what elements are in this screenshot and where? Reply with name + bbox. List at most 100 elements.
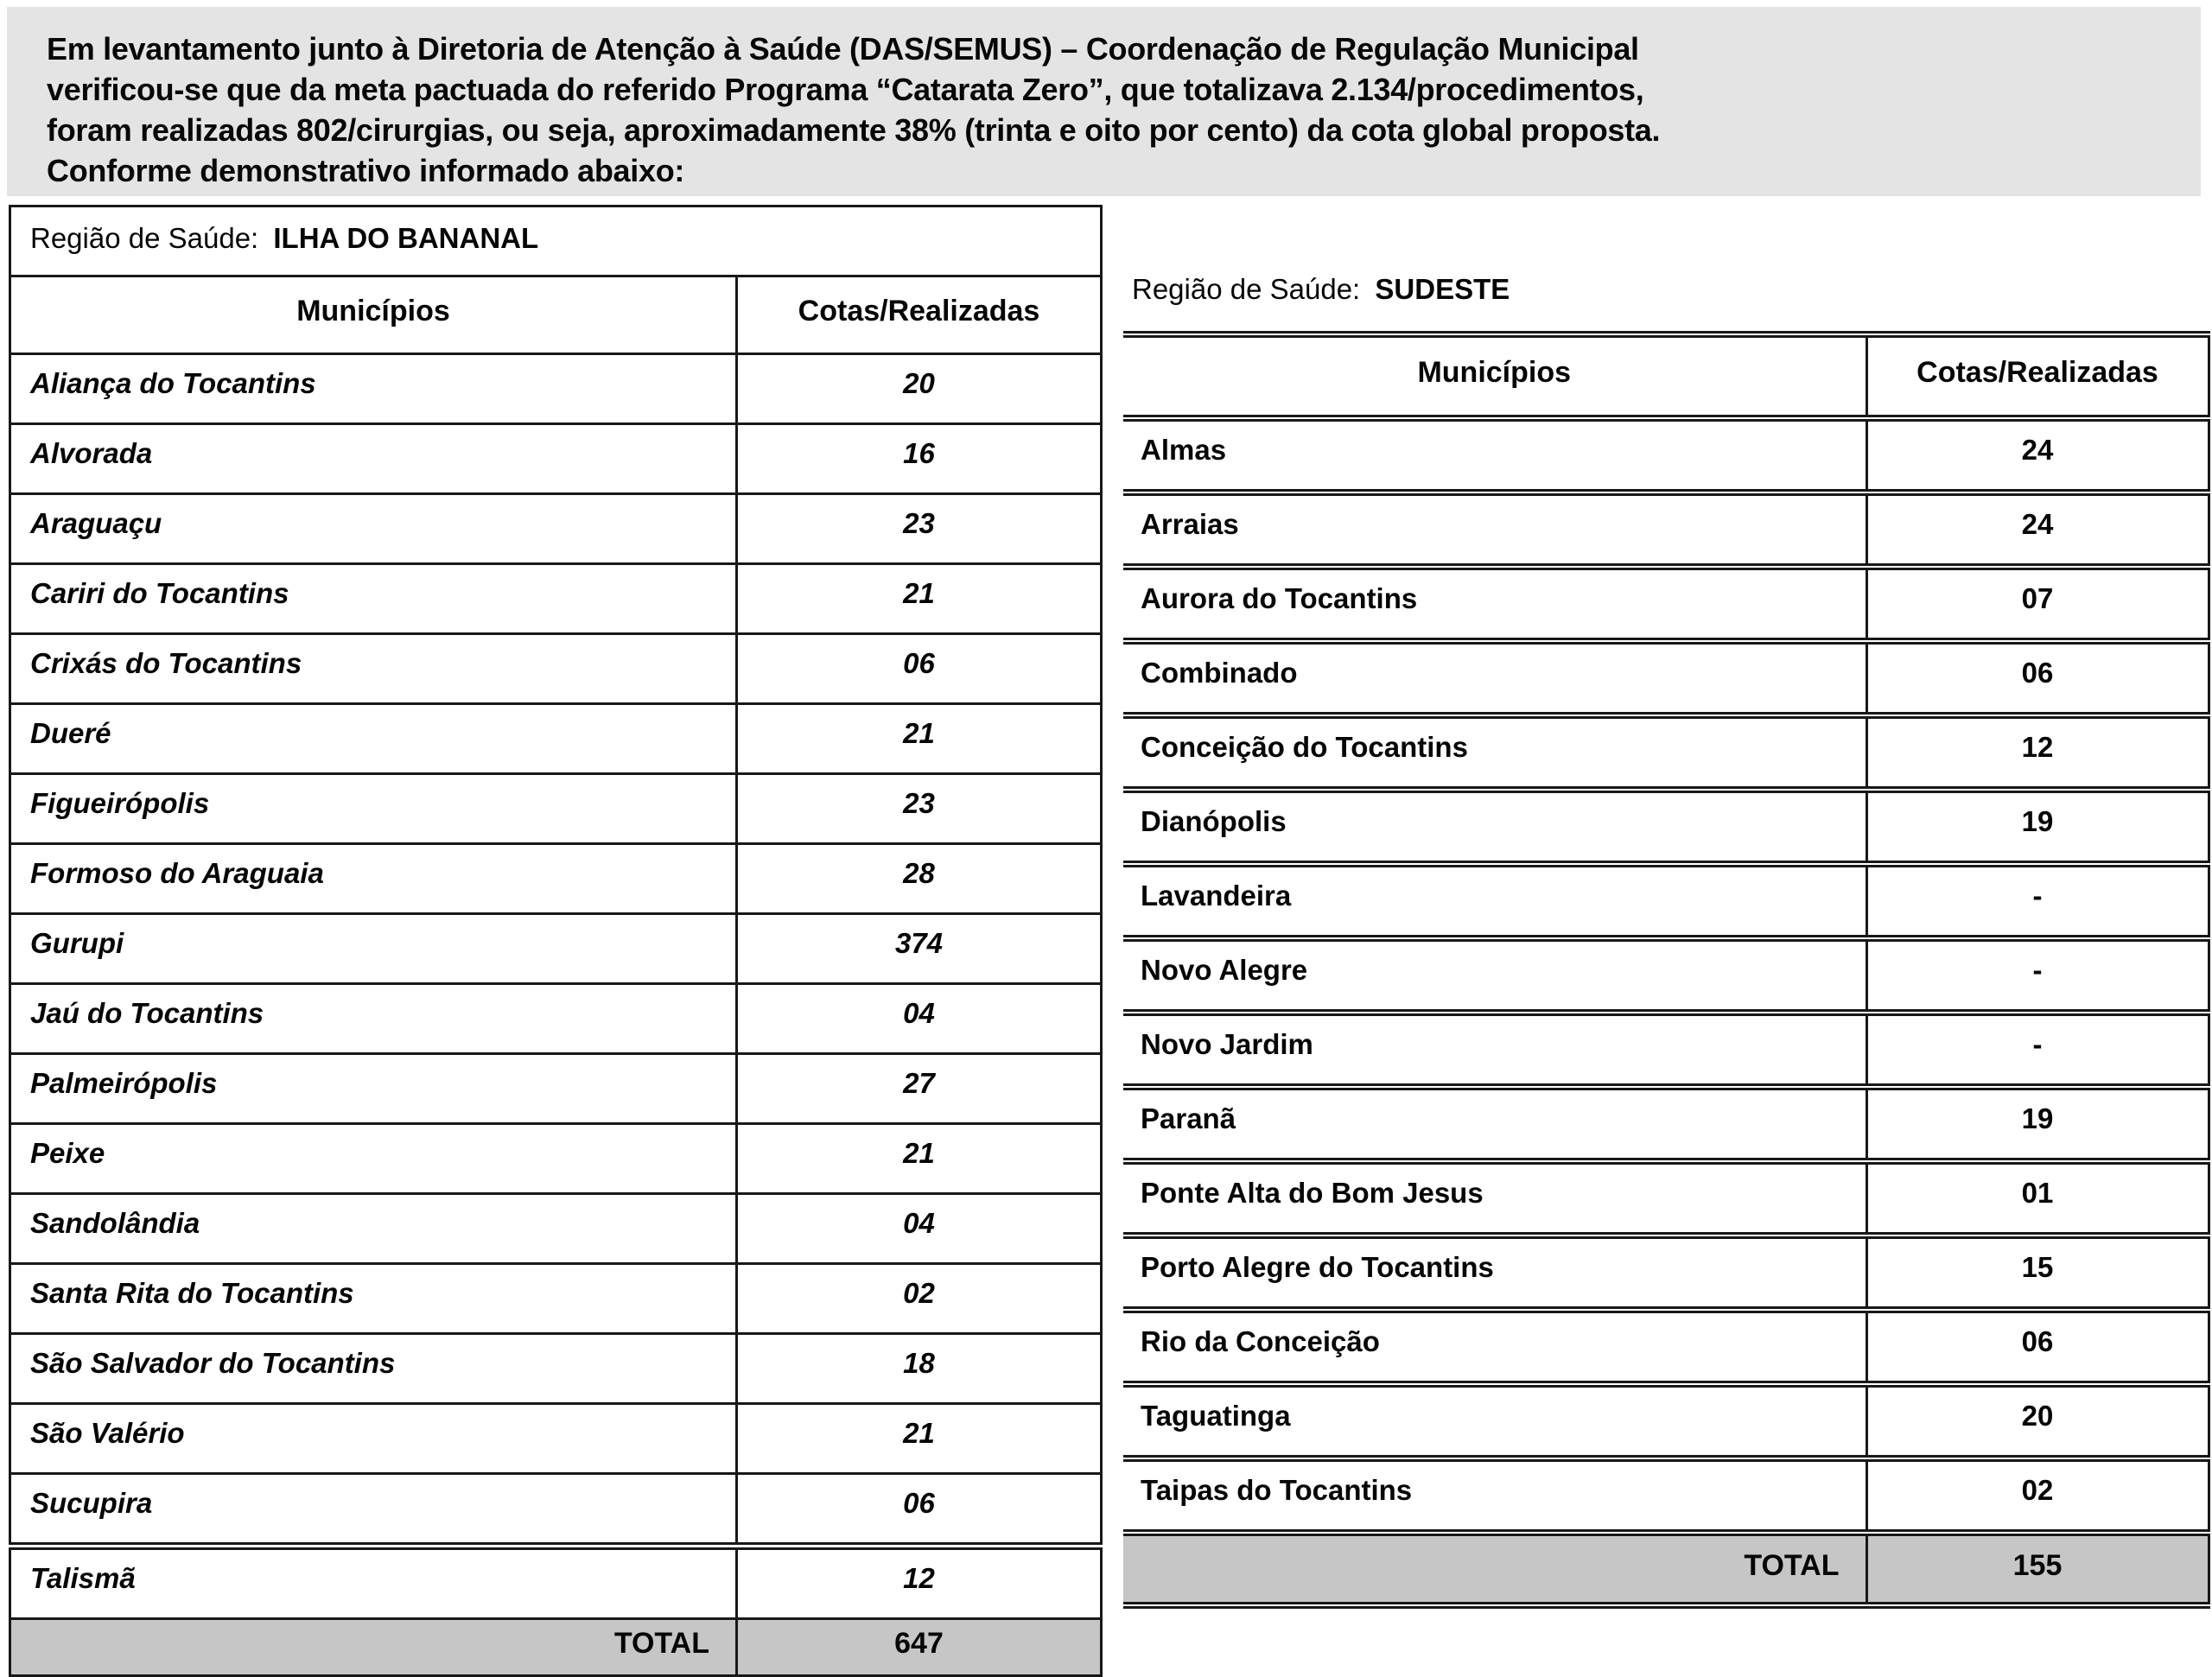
municipality-cell: Novo Jardim <box>1123 1009 1868 1090</box>
quota-cell: 02 <box>1866 1455 2210 1536</box>
total-label: TOTAL <box>1123 1529 1868 1609</box>
quota-cell: 20 <box>1866 1381 2210 1462</box>
quota-cell: 04 <box>734 982 1103 1055</box>
table-row: Aliança do Tocantins 20 <box>9 353 1103 425</box>
total-label: TOTAL <box>9 1617 738 1677</box>
municipality-cell: Novo Alegre <box>1123 935 1868 1016</box>
municipality-cell: Dianópolis <box>1123 786 1868 867</box>
municipality-cell: Sandolândia <box>9 1192 738 1265</box>
municipality-cell: Lavandeira <box>1123 861 1868 942</box>
municipality-cell: Taguatinga <box>1123 1381 1868 1462</box>
municipality-cell: Formoso do Araguaia <box>9 842 738 915</box>
quota-cell: 21 <box>734 702 1103 775</box>
region-label: Região de Saúde: <box>30 222 259 254</box>
table-row: Gurupi 374 <box>9 912 1103 985</box>
municipality-cell: Porto Alegre do Tocantins <box>1123 1232 1868 1313</box>
table-row: Combinado 06 <box>1123 638 2210 719</box>
quota-cell: 24 <box>1866 415 2210 496</box>
municipality-cell: Paranã <box>1123 1083 1868 1165</box>
table-row: Jaú do Tocantins 04 <box>9 982 1103 1055</box>
intro-line: verificou-se que da meta pactuada do ref… <box>47 72 1644 107</box>
region-title: Região de Saúde: SUDESTE <box>1132 273 2169 306</box>
intro-paragraph: Em levantamento junto à Diretoria de Ate… <box>7 7 2201 191</box>
quota-cell: 27 <box>734 1052 1103 1125</box>
quota-cell: 06 <box>734 1472 1103 1547</box>
quota-cell: 07 <box>1866 563 2210 645</box>
municipality-cell: Palmeirópolis <box>9 1052 738 1125</box>
quota-cell: 28 <box>734 842 1103 915</box>
column-header-cotas: Cotas/Realizadas <box>1866 331 2210 422</box>
table-row: Lavandeira - <box>1123 861 2210 942</box>
table-row: Arraias 24 <box>1123 489 2210 570</box>
table-row: Santa Rita do Tocantins 02 <box>9 1262 1103 1335</box>
quota-cell: 06 <box>1866 638 2210 719</box>
quota-cell: - <box>1866 1009 2210 1090</box>
municipality-cell: Talismã <box>9 1542 738 1620</box>
table-row: Sandolândia 04 <box>9 1192 1103 1265</box>
quota-cell: 23 <box>734 492 1103 565</box>
total-row: TOTAL 155 <box>1123 1529 2210 1609</box>
municipality-cell: Ponte Alta do Bom Jesus <box>1123 1158 1868 1239</box>
region-name: SUDESTE <box>1375 273 1510 305</box>
region-title-row: Região de Saúde: ILHA DO BANANAL <box>8 205 1103 277</box>
table-row: Rio da Conceição 06 <box>1123 1306 2210 1388</box>
municipality-cell: São Salvador do Tocantins <box>9 1332 738 1405</box>
municipality-cell: Aliança do Tocantins <box>9 353 738 425</box>
table-row: Araguaçu 23 <box>9 492 1103 565</box>
quota-cell: 21 <box>734 562 1103 635</box>
quota-cell: 18 <box>734 1332 1103 1405</box>
quota-cell: 19 <box>1866 1083 2210 1165</box>
table-row: Peixe 21 <box>9 1122 1103 1195</box>
municipality-cell: Dueré <box>9 702 738 775</box>
region-title: Região de Saúde: ILHA DO BANANAL <box>8 205 1103 277</box>
total-value: 155 <box>1866 1529 2210 1609</box>
table-row: Cariri do Tocantins 21 <box>9 562 1103 635</box>
quota-cell: 16 <box>734 422 1103 495</box>
column-header-row: Municípios Cotas/Realizadas <box>1123 331 2210 422</box>
table-row: Ponte Alta do Bom Jesus 01 <box>1123 1158 2210 1239</box>
table-row: Porto Alegre do Tocantins 15 <box>1123 1232 2210 1313</box>
municipality-cell: Alvorada <box>9 422 738 495</box>
quota-cell: 15 <box>1866 1232 2210 1313</box>
quota-cell: 374 <box>734 912 1103 985</box>
table-row: São Salvador do Tocantins 18 <box>9 1332 1103 1405</box>
quota-cell: 06 <box>1866 1306 2210 1388</box>
municipality-cell: Rio da Conceição <box>1123 1306 1868 1388</box>
table-row: Crixás do Tocantins 06 <box>9 632 1103 705</box>
quota-cell: 21 <box>734 1402 1103 1475</box>
table-row: Taipas do Tocantins 02 <box>1123 1455 2210 1536</box>
table-row: Formoso do Araguaia 28 <box>9 842 1103 915</box>
intro-line: foram realizadas 802/cirurgias, ou seja,… <box>47 112 1661 148</box>
quota-cell: 12 <box>1866 712 2210 793</box>
table-row: Sucupira 06 <box>9 1472 1103 1547</box>
document-page: { "intro": { "lines": [ "Em levantamento… <box>7 7 2210 1677</box>
table-row: Aurora do Tocantins 07 <box>1123 563 2210 645</box>
municipality-cell: Conceição do Tocantins <box>1123 712 1868 793</box>
table-row: São Valério 21 <box>9 1402 1103 1475</box>
total-value: 647 <box>734 1617 1103 1677</box>
quota-cell: 12 <box>734 1542 1103 1620</box>
municipality-cell: Gurupi <box>9 912 738 985</box>
quota-cell: 19 <box>1866 786 2210 867</box>
column-header-municipios: Municípios <box>9 275 738 355</box>
region-name: ILHA DO BANANAL <box>273 222 539 254</box>
municipality-cell: Arraias <box>1123 489 1868 570</box>
municipality-cell: Araguaçu <box>9 492 738 565</box>
table-ilha-do-bananal: Região de Saúde: ILHA DO BANANAL Municíp… <box>8 205 1103 1677</box>
municipality-cell: Peixe <box>9 1122 738 1195</box>
municipality-cell: Sucupira <box>9 1472 738 1547</box>
quota-cell: 06 <box>734 632 1103 705</box>
region-label: Região de Saúde: <box>1132 273 1361 305</box>
table-row: Figueirópolis 23 <box>9 772 1103 845</box>
municipality-cell: Figueirópolis <box>9 772 738 845</box>
municipality-cell: Cariri do Tocantins <box>9 562 738 635</box>
table-row: Paranã 19 <box>1123 1083 2210 1165</box>
table-row: Alvorada 16 <box>9 422 1103 495</box>
intro-band: Em levantamento junto à Diretoria de Ate… <box>7 7 2201 196</box>
table-row: Dianópolis 19 <box>1123 786 2210 867</box>
column-header-row: Municípios Cotas/Realizadas <box>9 275 1103 355</box>
quota-cell: 23 <box>734 772 1103 845</box>
quota-cell: 21 <box>734 1122 1103 1195</box>
quota-cell: 20 <box>734 353 1103 425</box>
municipality-cell: Crixás do Tocantins <box>9 632 738 705</box>
